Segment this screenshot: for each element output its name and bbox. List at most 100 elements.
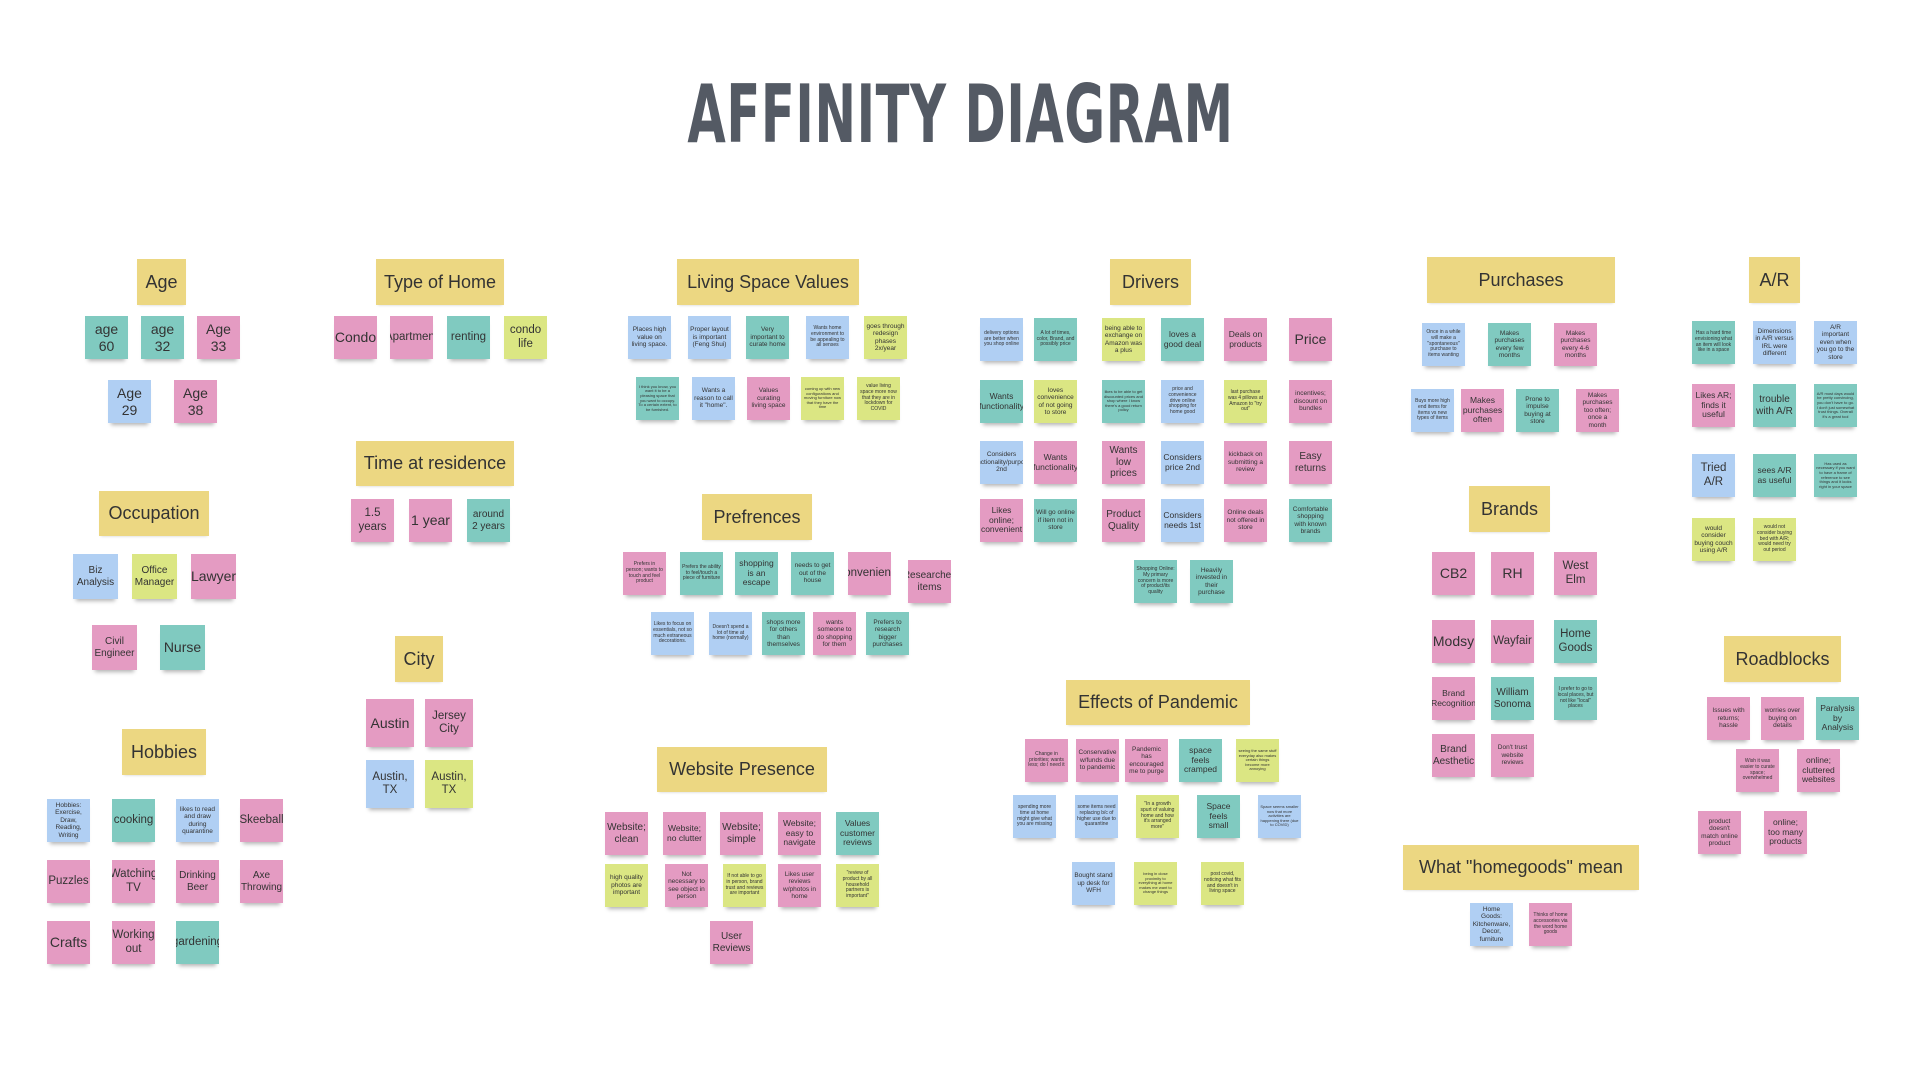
sticky-note[interactable]: spending more time at home might give wh… [1013, 795, 1056, 838]
sticky-note[interactable]: Likes user reviews w/photos in home [778, 864, 821, 907]
sticky-note[interactable]: "review of product by all household part… [836, 864, 879, 907]
sticky-note[interactable]: Skeeball [240, 799, 283, 842]
sticky-note[interactable]: Comfortable shopping with known brands [1289, 499, 1332, 542]
sticky-note[interactable]: Age 33 [197, 316, 240, 359]
sticky-note[interactable]: Has a hard time envisioning what an item… [1692, 321, 1735, 364]
sticky-note[interactable]: last purchase was 4 pillows at Amazon to… [1224, 380, 1267, 423]
sticky-note[interactable]: Shopping Online: My primary concern is m… [1134, 560, 1177, 603]
sticky-note[interactable]: Heavily invested in their purchase [1190, 560, 1233, 603]
sticky-note[interactable]: goes through redesign phases 2x/year [864, 316, 907, 359]
sticky-note[interactable]: Online deals not offered in store [1224, 499, 1267, 542]
sticky-note[interactable]: gardening [176, 921, 219, 964]
sticky-note[interactable]: Modsy [1432, 620, 1475, 663]
sticky-note[interactable]: incentives; discount on bundles [1289, 380, 1332, 423]
sticky-note[interactable]: Easy returns [1289, 441, 1332, 484]
sticky-note[interactable]: likes to read and draw during quarantine [176, 799, 219, 842]
sticky-note[interactable]: would not consider buying bed with A/R; … [1753, 518, 1796, 561]
sticky-note[interactable]: Space seems smaller now that more activi… [1258, 795, 1301, 838]
sticky-note[interactable]: Likes AR; finds it useful [1692, 384, 1735, 427]
sticky-note[interactable]: Considers functionality/purpose 2nd [980, 441, 1023, 484]
sticky-note[interactable]: Wants a reason to call it "home". [692, 377, 735, 420]
sticky-note[interactable]: I prefer to go to local places, but not … [1554, 677, 1597, 720]
sticky-note[interactable]: Home Goods [1554, 620, 1597, 663]
sticky-note[interactable]: Jersey City [425, 699, 473, 747]
sticky-note[interactable]: around 2 years [467, 499, 510, 542]
sticky-note[interactable]: sees A/R as useful [1753, 454, 1796, 497]
sticky-note[interactable]: Civil Engineer [92, 625, 137, 670]
group-header-hobbies[interactable]: Hobbies [122, 729, 206, 775]
sticky-note[interactable]: Brand Aesthetic [1432, 734, 1475, 777]
sticky-note[interactable]: some items need replacing b/c of higher … [1075, 795, 1118, 838]
group-header-occupation[interactable]: Occupation [99, 491, 209, 536]
sticky-note[interactable]: Places high value on living space. [628, 316, 671, 359]
sticky-note[interactable]: Website; easy to navigate [778, 812, 821, 855]
group-header-city[interactable]: City [395, 636, 443, 682]
sticky-note[interactable]: User Reviews [710, 921, 753, 964]
sticky-note[interactable]: Once in a while will make a "spontaneous… [1422, 323, 1465, 366]
group-header-what-homegoods-mean[interactable]: What "homegoods" mean [1403, 845, 1639, 890]
sticky-note[interactable]: high quality photos are important [605, 864, 648, 907]
sticky-note[interactable]: Office Manager [132, 554, 177, 599]
sticky-note[interactable]: Age 29 [108, 380, 151, 423]
sticky-note[interactable]: wants someone to do shopping for them [813, 612, 856, 655]
sticky-note[interactable]: online; too many products [1764, 811, 1807, 854]
sticky-note[interactable]: Prefers in person; wants to touch and fe… [623, 552, 666, 595]
sticky-note[interactable]: Not necessary to see object in person [665, 864, 708, 907]
sticky-note[interactable]: A/R most days would be pretty convincing… [1814, 384, 1857, 427]
sticky-note[interactable]: Don't trust website reviews [1491, 734, 1534, 777]
group-header-effects-of-pandemic[interactable]: Effects of Pandemic [1066, 680, 1250, 725]
sticky-note[interactable]: Likes online; convenient [980, 499, 1023, 542]
sticky-note[interactable]: likes to be able to get discounted price… [1102, 380, 1145, 423]
sticky-note[interactable]: Values customer reviews [836, 812, 879, 855]
sticky-note[interactable]: Puzzles [47, 860, 90, 903]
group-header-website-presence[interactable]: Website Presence [657, 747, 827, 792]
sticky-note[interactable]: price and convenience drive online shopp… [1161, 380, 1204, 423]
sticky-note[interactable]: Working out [112, 921, 155, 964]
sticky-note[interactable]: Nurse [160, 625, 205, 670]
sticky-note[interactable]: Home Goods: Kitchenware, Decor, furnitur… [1470, 903, 1513, 946]
sticky-note[interactable]: Thinks of home accessories via the word … [1529, 903, 1572, 946]
sticky-note[interactable]: Researches items [908, 560, 951, 603]
sticky-note[interactable]: Will go online if item not in store [1034, 499, 1077, 542]
sticky-note[interactable]: Issues with returns; hassle [1707, 697, 1750, 740]
sticky-note[interactable]: product doesn't match online product [1698, 811, 1741, 854]
sticky-note[interactable]: Doesn't spend a lot of time at home (nor… [709, 612, 752, 655]
sticky-note[interactable]: Condo [334, 316, 377, 359]
sticky-note[interactable]: coming up with new configurations and mo… [801, 377, 844, 420]
sticky-note[interactable]: CB2 [1432, 552, 1475, 595]
sticky-note[interactable]: Buys more high end items for items vs ne… [1411, 389, 1454, 432]
sticky-note[interactable]: Very important to curate home [746, 316, 789, 359]
sticky-note[interactable]: being in close proximity to everything a… [1134, 862, 1177, 905]
sticky-note[interactable]: Austin, TX [366, 760, 414, 808]
sticky-note[interactable]: needs to get out of the house [791, 552, 834, 595]
sticky-note[interactable]: Makes purchases every few months [1488, 323, 1531, 366]
sticky-note[interactable]: value living space more now that they ar… [857, 377, 900, 420]
sticky-note[interactable]: Convenience [848, 552, 891, 595]
group-header-time-at-residence[interactable]: Time at residence [356, 441, 514, 486]
sticky-note[interactable]: Age 38 [174, 380, 217, 423]
sticky-note[interactable]: cooking [112, 799, 155, 842]
sticky-note[interactable]: Prefers the ability to feel/touch a piec… [680, 552, 723, 595]
sticky-note[interactable]: Wants functionality [1034, 441, 1077, 484]
group-header-a-r[interactable]: A/R [1749, 257, 1800, 303]
sticky-note[interactable]: Proper layout is important (Feng Shui) [688, 316, 731, 359]
sticky-note[interactable]: Biz Analysis [73, 554, 118, 599]
group-header-prefrences[interactable]: Prefrences [702, 494, 812, 540]
sticky-note[interactable]: If not able to go in person, brand trust… [723, 864, 766, 907]
sticky-note[interactable]: space feels cramped [1179, 739, 1222, 782]
group-header-living-space-values[interactable]: Living Space Values [677, 259, 859, 305]
sticky-note[interactable]: Change in priorities; wants less; do I n… [1025, 739, 1068, 782]
sticky-note[interactable]: Pandemic has encouraged me to purge [1125, 739, 1168, 782]
sticky-note[interactable]: Watching TV [112, 860, 155, 903]
sticky-note[interactable]: Values curating living space [747, 377, 790, 420]
sticky-note[interactable]: Prefers to research bigger purchases [866, 612, 909, 655]
sticky-note[interactable]: Conservative w/funds due to pandemic [1076, 739, 1119, 782]
sticky-note[interactable]: loves convenience of not going to store [1034, 380, 1077, 423]
sticky-note[interactable]: loves a good deal [1161, 318, 1204, 361]
group-header-drivers[interactable]: Drivers [1110, 259, 1191, 305]
sticky-note[interactable]: Considers price 2nd [1161, 441, 1204, 484]
sticky-note[interactable]: shopping is an escape [735, 552, 778, 595]
sticky-note[interactable]: Paralysis by Analysis [1816, 697, 1859, 740]
sticky-note[interactable]: Bought stand up desk for WFH [1072, 862, 1115, 905]
sticky-note[interactable]: RH [1491, 552, 1534, 595]
